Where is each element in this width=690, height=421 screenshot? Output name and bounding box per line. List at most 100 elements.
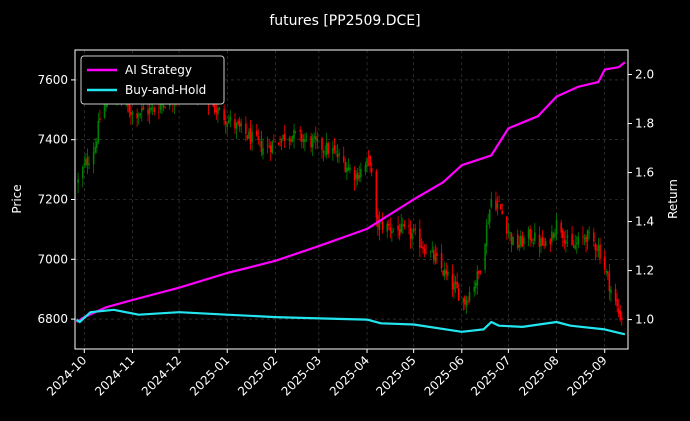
candle-body <box>246 135 249 139</box>
candle-body <box>260 141 263 152</box>
candle-body <box>420 245 423 248</box>
candle-body <box>389 227 392 231</box>
candle-body <box>478 271 480 274</box>
candle-body <box>434 254 437 263</box>
candle-body <box>555 220 558 235</box>
candle-body <box>518 244 521 248</box>
candle-body <box>311 138 314 148</box>
candle-body <box>593 232 595 242</box>
x-tick-label: 2025-07 <box>468 353 513 398</box>
x-tick-label: 2024-12 <box>139 353 184 398</box>
y-tick-label-left: 7000 <box>37 252 68 266</box>
x-tick-label: 2025-06 <box>422 353 467 398</box>
candle-body <box>291 136 294 142</box>
candle-body <box>224 121 227 125</box>
candle-body <box>616 299 618 307</box>
candle-body <box>94 146 96 153</box>
x-tick-label: 2025-09 <box>564 353 609 398</box>
candle-body <box>288 137 291 142</box>
candle-body <box>588 231 590 233</box>
candle-body <box>498 200 500 202</box>
candle-body <box>620 318 623 320</box>
candle-body <box>419 228 421 248</box>
candle-body <box>501 210 503 215</box>
candle-body <box>136 113 138 119</box>
candle-body <box>386 223 389 232</box>
candle-body <box>255 131 258 136</box>
candle-body <box>586 230 589 242</box>
y-tick-label-right: 1.0 <box>635 313 654 327</box>
x-tick-label: 2025-02 <box>235 353 280 398</box>
candle-body <box>218 108 221 110</box>
candle-body <box>577 236 580 245</box>
candle-body <box>380 220 382 222</box>
candle-body <box>266 144 269 146</box>
candle-body <box>561 230 564 238</box>
candle-body <box>248 131 250 139</box>
candle-body <box>412 229 415 232</box>
candle-body <box>610 289 612 293</box>
candle-body <box>282 134 284 140</box>
candle-body <box>549 239 552 245</box>
candle-body <box>608 273 611 292</box>
candle-body <box>159 104 162 110</box>
x-tick-label: 2025-01 <box>187 353 232 398</box>
candle-body <box>140 108 143 112</box>
candle-body <box>310 136 312 148</box>
candle-body <box>251 131 253 143</box>
candle-body <box>300 134 303 142</box>
candle-body <box>400 223 403 233</box>
legend: AI Strategy Buy-and-Hold <box>80 55 225 105</box>
candle-body <box>409 227 412 239</box>
candle-body <box>533 232 536 241</box>
candle-body <box>614 289 617 302</box>
candle-body <box>245 123 247 134</box>
candle-body <box>585 236 587 243</box>
candle-body <box>290 139 292 142</box>
candle-body <box>332 148 334 154</box>
y-tick-label-right: 1.2 <box>635 264 654 278</box>
candle-body <box>161 104 163 105</box>
candle-body <box>398 228 401 236</box>
candle-body <box>457 288 460 301</box>
candle-body <box>86 157 89 165</box>
candle-body <box>552 233 555 238</box>
candle-body <box>97 120 100 143</box>
x-tick-label: 2025-05 <box>373 353 418 398</box>
y-tick-label-right: 2.0 <box>635 68 654 82</box>
y-tick-label-left: 7600 <box>37 73 68 87</box>
candle-body <box>583 238 586 240</box>
candle-body <box>293 129 295 139</box>
candle-body <box>327 143 329 154</box>
candle-body <box>429 251 432 253</box>
y-tick-label-right: 1.6 <box>635 166 654 180</box>
candle-body <box>391 230 393 234</box>
candle-body <box>304 139 306 143</box>
candle-body <box>283 133 286 142</box>
candle-body <box>95 141 98 148</box>
candle-body <box>468 292 471 302</box>
candle-body <box>408 225 410 227</box>
candle-body <box>465 299 468 307</box>
candle-body <box>520 235 522 246</box>
candle-body <box>249 128 252 144</box>
candle-body <box>474 282 477 289</box>
candle-body <box>240 123 243 126</box>
candle-body <box>454 281 457 284</box>
candle-body <box>516 234 519 248</box>
candle-body <box>92 151 95 165</box>
candle-body <box>314 136 317 140</box>
candle-body <box>387 224 390 226</box>
candle-body <box>153 108 156 112</box>
candle-body <box>473 286 476 292</box>
candle-body <box>375 171 378 218</box>
candle-body <box>325 142 328 155</box>
candle-body <box>453 282 455 290</box>
candle-body <box>151 107 154 109</box>
candle-body <box>344 162 347 172</box>
candle-body <box>142 106 145 110</box>
candle-body <box>271 141 274 154</box>
candle-body <box>237 120 239 124</box>
candle-body <box>541 237 544 246</box>
